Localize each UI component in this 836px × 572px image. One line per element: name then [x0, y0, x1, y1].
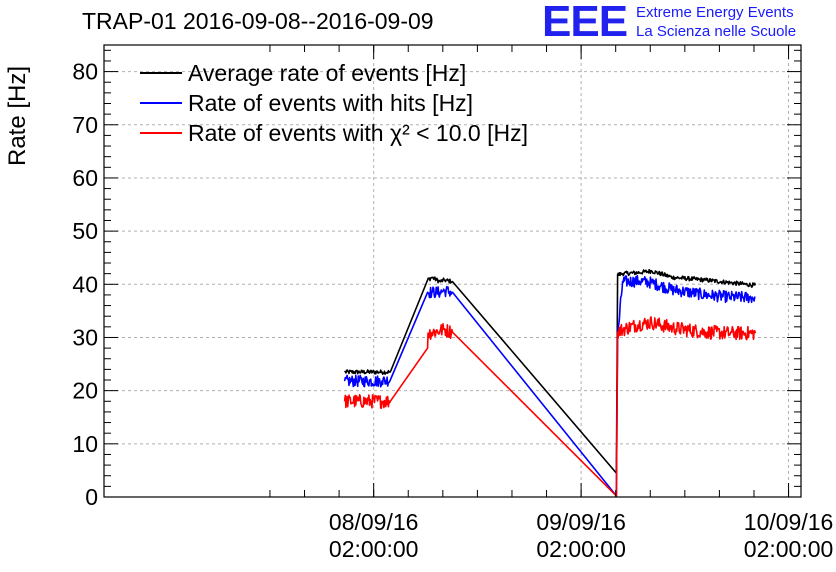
x-tick-label-date: 10/09/16 — [744, 509, 834, 535]
logo-subtitle-1: Extreme Energy Events — [636, 4, 794, 21]
x-tick-label-date: 09/09/16 — [536, 509, 626, 535]
x-tick-label-time: 02:00:00 — [536, 536, 626, 562]
series-line-2 — [343, 274, 756, 497]
y-tick-label: 30 — [72, 324, 98, 350]
legend-label-2: Rate of events with hits [Hz] — [188, 90, 473, 116]
y-tick-label: 80 — [72, 59, 98, 85]
y-tick-label: 50 — [72, 218, 98, 244]
eee-logo: EEE — [542, 0, 628, 46]
legend-label-3: Rate of events with χ² < 10.0 [Hz] — [188, 120, 528, 146]
series-line-3 — [343, 316, 757, 497]
x-tick-label-date: 08/09/16 — [329, 509, 419, 535]
y-tick-label: 60 — [72, 165, 98, 191]
series-line-1 — [344, 268, 757, 474]
x-tick-label-time: 02:00:00 — [744, 536, 834, 562]
y-tick-label: 20 — [72, 378, 98, 404]
y-tick-label: 40 — [72, 271, 98, 297]
legend-label-1: Average rate of events [Hz] — [188, 60, 466, 86]
chart-title: TRAP-01 2016-09-08--2016-09-09 — [82, 8, 434, 34]
x-tick-label-time: 02:00:00 — [329, 536, 419, 562]
plot-frame — [103, 44, 802, 498]
logo-subtitle-2: La Scienza nelle Scuole — [636, 23, 797, 40]
y-tick-label: 10 — [72, 431, 98, 457]
y-tick-label: 70 — [72, 112, 98, 138]
y-tick-label: 0 — [85, 484, 98, 510]
